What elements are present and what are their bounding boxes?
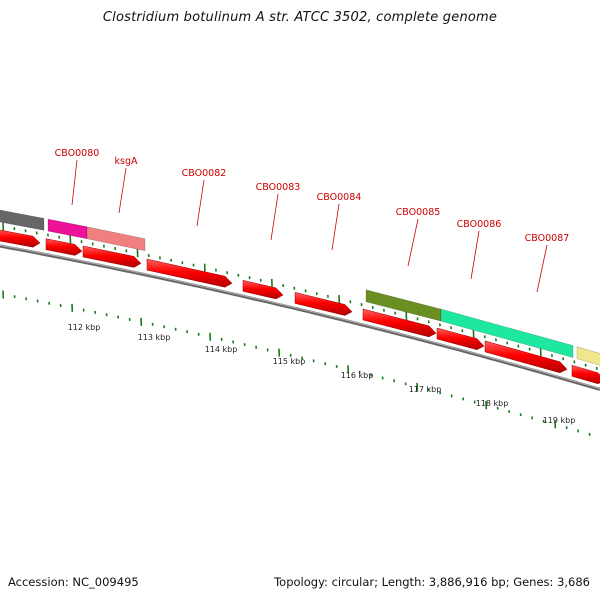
- gene-label-2: CBO0082: [182, 168, 227, 179]
- cds-arrow-7: [436, 327, 485, 350]
- kbp-labels: 112 kbp 113 kbp 114 kbp 115 kbp 116 kbp 117 k…: [68, 323, 576, 425]
- kbp-label-1: 113 kbp: [138, 333, 171, 342]
- gene-leader-0: [71, 159, 78, 206]
- kbp-label-3: 115 kbp: [273, 357, 306, 366]
- cds-track: [0, 229, 600, 385]
- cds-arrow-6: [362, 308, 437, 338]
- kbp-label-7: 119 kbp: [543, 416, 576, 425]
- gene-label-1: ksgA: [115, 156, 138, 167]
- cds-arrow-5: [294, 292, 353, 316]
- gene-label-leaders: [71, 159, 548, 293]
- position-ticks: [2, 222, 598, 436]
- gene-leader-6: [470, 230, 480, 280]
- gene-label-7: CBO0087: [525, 233, 570, 244]
- gene-leader-5: [407, 218, 419, 267]
- backbone-line: [0, 244, 600, 391]
- feature-track: [0, 209, 600, 366]
- kbp-label-0: 112 kbp: [68, 323, 101, 332]
- feature-CBO0080: [47, 218, 88, 240]
- gene-label-0: CBO0080: [55, 148, 100, 159]
- cds-arrow-2: [82, 245, 142, 268]
- cds-arrow-8: [484, 340, 568, 374]
- accession-label: Accession: NC_009495: [8, 575, 139, 589]
- cds-arrow-1: [45, 238, 83, 256]
- cds-arrow-0: [0, 229, 41, 248]
- genome-backbone: [0, 244, 600, 391]
- feature-CBO0086: [440, 308, 574, 358]
- gene-leader-4: [331, 203, 340, 251]
- gene-leader-1: [118, 167, 127, 214]
- gene-leader-3: [270, 193, 279, 241]
- cds-arrow-3: [146, 258, 233, 288]
- feature-ksgA: [86, 226, 146, 252]
- cds-arrow-4: [242, 279, 284, 300]
- gene-leader-7: [536, 244, 548, 293]
- genome-summary: Topology: circular; Length: 3,886,916 bp…: [274, 575, 590, 589]
- kbp-label-5: 117 kbp: [409, 385, 442, 394]
- gene-labels: CBO0080 ksgA CBO0082 CBO0083 CBO0084 CBO0085 C…: [55, 148, 570, 244]
- feature-prev-gene: [0, 209, 45, 231]
- kbp-label-6: 118 kbp: [476, 399, 509, 408]
- gene-label-5: CBO0085: [396, 207, 441, 218]
- backbone-highlight: [0, 244, 600, 390]
- gene-leader-2: [196, 179, 205, 227]
- gene-label-4: CBO0084: [317, 192, 362, 203]
- kbp-label-4: 116 kbp: [341, 371, 374, 380]
- cds-arrow-9: [571, 364, 600, 385]
- map-title: Clostridium botulinum A str. ATCC 3502, …: [102, 10, 498, 25]
- kbp-label-2: 114 kbp: [205, 345, 238, 354]
- gene-label-3: CBO0083: [256, 182, 301, 193]
- gene-label-6: CBO0086: [457, 219, 502, 230]
- feature-next-gene: [576, 346, 600, 366]
